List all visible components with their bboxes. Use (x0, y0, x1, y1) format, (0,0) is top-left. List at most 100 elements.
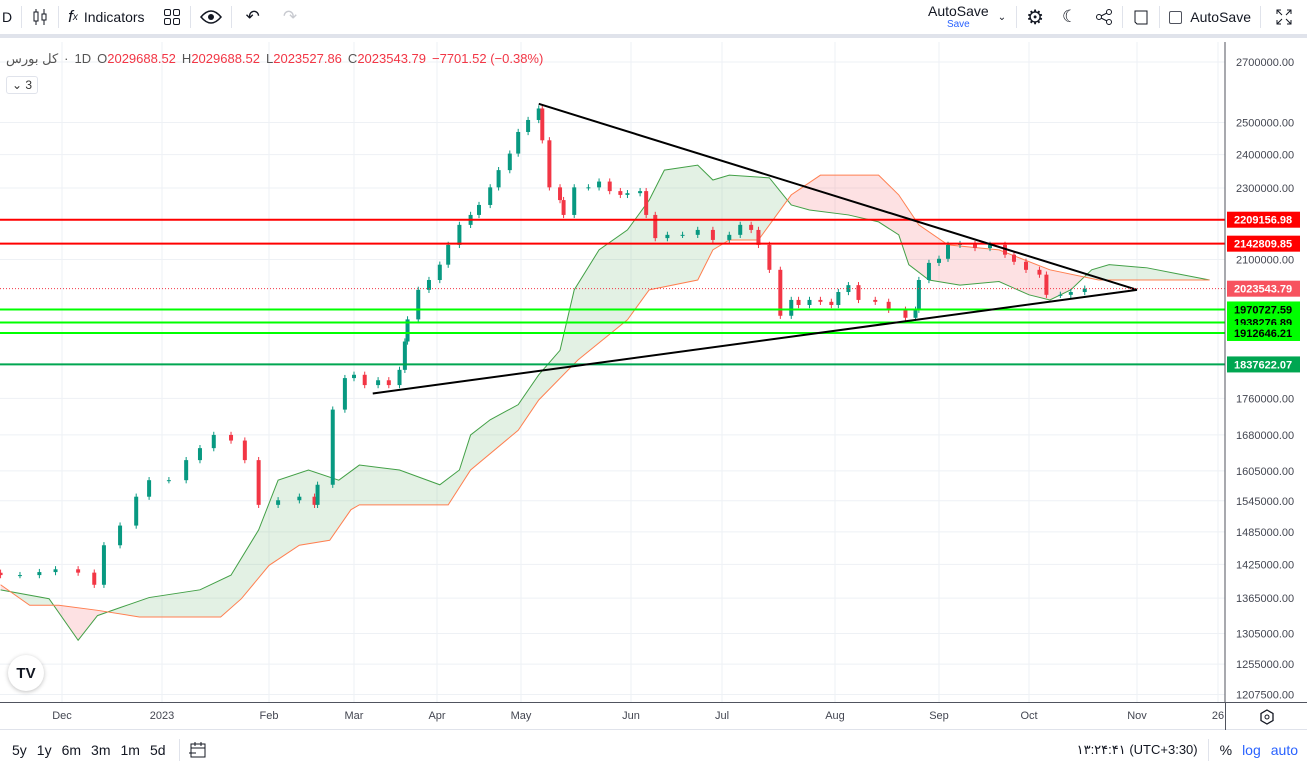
timeframe-1y[interactable]: 1y (36, 741, 52, 758)
auto-scale-button[interactable]: auto (1270, 741, 1298, 758)
tradingview-logo[interactable]: TV (8, 655, 44, 691)
cloud-segment (604, 244, 607, 339)
visibility-button[interactable] (191, 0, 231, 36)
cloud-segment (394, 469, 397, 505)
time-tick-label: Oct (1020, 710, 1038, 722)
timeframe-1m[interactable]: 1m (120, 741, 140, 758)
cloud-segment (584, 269, 587, 355)
candle-body (607, 181, 612, 192)
candle-body (17, 575, 22, 577)
cloud-segment (578, 279, 581, 360)
cloud-segment (550, 358, 553, 388)
cloud-segment (90, 609, 93, 625)
cloud-segment (44, 597, 47, 606)
cloud-segment (1108, 264, 1111, 281)
autosave-title: AutoSave (927, 2, 989, 19)
percent-scale-button[interactable]: % (1219, 741, 1233, 758)
autosave-dropdown[interactable]: AutoSave Save (919, 0, 998, 36)
candles-icon (31, 8, 49, 26)
cloud-segment (1172, 272, 1175, 281)
cloud-segment (176, 593, 179, 617)
cloud-segment (232, 569, 235, 607)
share-button[interactable] (1086, 0, 1122, 36)
cloud-segment (962, 246, 965, 285)
cloud-segment (206, 585, 209, 617)
cloud-segment (472, 431, 475, 469)
cloud-segment (1004, 252, 1007, 285)
redo-button[interactable]: ↷ (274, 0, 306, 36)
timeframe-6m[interactable]: 6m (61, 741, 82, 758)
cloud-segment (502, 412, 505, 444)
timeframe-5y[interactable]: 5y (12, 741, 27, 758)
cloud-segment (426, 479, 429, 505)
cloud-segment (1142, 267, 1145, 281)
time-axis[interactable]: Dec 2023 Feb Mar Apr May Jun Jul Aug Sep Oct Nov 26 (0, 702, 1307, 730)
candle-body (886, 301, 891, 310)
redo-icon: ↷ (282, 7, 298, 26)
layouts-button[interactable] (154, 0, 190, 36)
price-tick-label: 2700000.00 (1236, 57, 1294, 69)
cloud-segment (146, 597, 149, 617)
cloud-segment (144, 598, 147, 617)
cloud-segment (98, 610, 101, 616)
symbol-name: كل بورس (6, 51, 59, 66)
cloud-segment (246, 546, 249, 593)
last-price-label: 2023543.79 (1234, 284, 1292, 296)
cloud-segment (424, 479, 427, 505)
cloud-segment (784, 196, 787, 205)
price-tick-label: 1545000.00 (1236, 496, 1294, 508)
candle-body (789, 299, 794, 316)
fullscreen-button[interactable] (1261, 0, 1307, 36)
cloud-segment (652, 189, 655, 290)
cloud-segment (192, 590, 195, 617)
settings-button[interactable]: ⚙ (1017, 0, 1053, 36)
cloud-segment (890, 186, 893, 231)
chevron-down-icon[interactable]: ⌄ (997, 11, 1007, 23)
cloud-segment (1030, 262, 1033, 296)
undo-button[interactable]: ↶ (232, 0, 274, 36)
cloud-segment (430, 481, 433, 505)
timeframe-3m[interactable]: 3m (91, 741, 111, 758)
indicators-collapse-button[interactable]: ⌄ 3 (6, 76, 39, 94)
cloud-segment (240, 556, 243, 600)
cloud-segment (900, 197, 903, 247)
cloud-segment (686, 166, 689, 283)
notes-button[interactable] (1123, 0, 1159, 36)
cloud-segment (1148, 268, 1151, 281)
last-price-label-bg (1227, 280, 1300, 297)
price-chart[interactable]: 2700000.00 2500000.00 2400000.00 2300000.00… (0, 42, 1307, 702)
cloud-segment (20, 593, 23, 601)
indicators-button[interactable]: f x Indicators (59, 0, 153, 36)
interval-button[interactable]: D (0, 0, 21, 36)
price-tick-label: 1680000.00 (1236, 430, 1294, 442)
level-price-label: 1837622.07 (1234, 359, 1292, 371)
cloud-segment (480, 425, 483, 462)
cloud-segment (790, 194, 793, 206)
calendar-goto-icon[interactable] (188, 741, 208, 759)
cloud-segment (770, 179, 773, 224)
cloud-segment (60, 605, 63, 618)
cloud-segment (196, 590, 199, 617)
cloud-segment (624, 230, 627, 323)
cloud-segment (284, 477, 287, 556)
cloud-segment (250, 539, 253, 588)
cloud-segment (590, 260, 593, 350)
theme-button[interactable]: ☾ (1053, 0, 1086, 36)
cloud-segment (474, 430, 477, 467)
cloud-segment (1054, 270, 1057, 298)
cloud-segment (32, 595, 35, 606)
autosave-checkbox[interactable]: AutoSave (1160, 0, 1260, 36)
candle-body (695, 229, 700, 235)
chart-type-button[interactable] (22, 0, 58, 36)
cloud-segment (468, 435, 471, 474)
log-scale-button[interactable]: log (1242, 741, 1261, 758)
axis-settings-button[interactable] (1225, 703, 1307, 730)
cloud-segment (118, 607, 121, 614)
timeframe-5d[interactable]: 5d (149, 741, 166, 758)
clock[interactable]: ۱۳:۲۴:۴۱ (UTC+3:30) (1076, 741, 1198, 757)
hexagon-settings-icon (1259, 708, 1274, 725)
cloud-segment (598, 248, 601, 344)
candle-body (477, 204, 481, 215)
divider (178, 738, 180, 761)
cloud-segment (1152, 268, 1155, 281)
